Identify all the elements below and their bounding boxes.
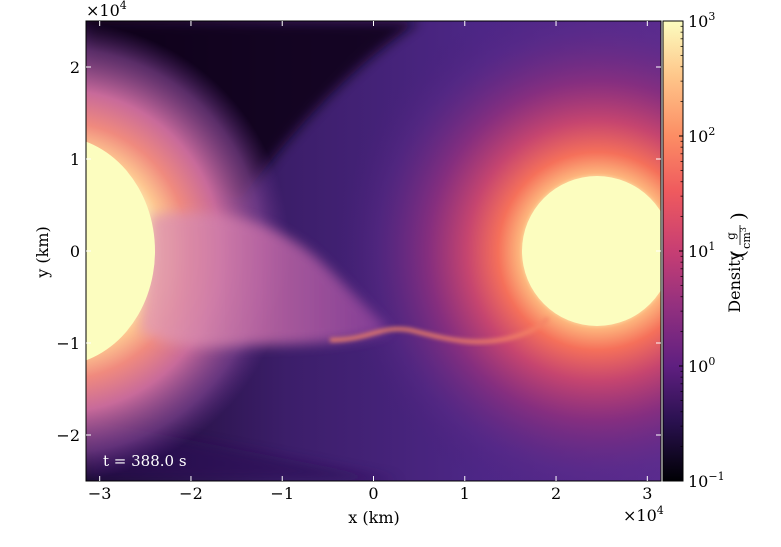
colorbar-unit-num: g xyxy=(724,232,738,240)
x-scale-text: ×104 xyxy=(623,504,664,525)
colorbar-ticks: 10−1 100 101 102 103 xyxy=(679,10,725,491)
right-star-glow xyxy=(337,21,661,481)
accretion-stream xyxy=(329,316,550,344)
right-star-core xyxy=(522,176,661,326)
y-tick-label: 1 xyxy=(70,150,80,169)
x-tick-label: 3 xyxy=(642,484,652,503)
accretion-plume xyxy=(140,212,390,347)
x-tick-label: −3 xyxy=(88,484,112,503)
colorbar-tick-label: 10−1 xyxy=(688,470,725,491)
colorbar-label-text: Density xyxy=(725,251,744,312)
colorbar-unit-rparen: ) xyxy=(726,212,750,220)
x-scale-multiplier: ×104 xyxy=(623,504,664,525)
x-tick-label: −1 xyxy=(270,484,294,503)
colorbar-tick-label: 103 xyxy=(688,10,715,31)
colorbar-tick-label: 100 xyxy=(688,355,715,376)
y-axis-label: y (km) xyxy=(33,226,52,278)
y-tick-label: −2 xyxy=(56,426,80,445)
colorbar-unit-lparen: ( xyxy=(726,250,750,258)
y-axis-ticks: −2 −1 0 1 2 xyxy=(56,58,661,445)
x-tick-label: −2 xyxy=(179,484,203,503)
colorbar-tick-label: 101 xyxy=(688,240,715,261)
left-star-core xyxy=(86,141,155,361)
time-annotation: t = 388.0 s xyxy=(103,452,187,470)
colorbar-unit-den: cm3 xyxy=(739,227,753,249)
x-axis-label: x (km) xyxy=(348,508,399,527)
x-tick-label: 0 xyxy=(368,484,378,503)
colorbar-label: Density g cm3 ( ) xyxy=(724,212,753,313)
colorbar-tick-label: 102 xyxy=(688,125,715,146)
density-heatmap xyxy=(86,21,661,481)
y-scale-text: ×104 xyxy=(86,0,127,20)
x-axis-ticks: −3 −2 −1 0 1 2 3 xyxy=(88,21,652,503)
x-tick-label: 2 xyxy=(551,484,561,503)
x-tick-label: 1 xyxy=(460,484,470,503)
y-tick-label: 0 xyxy=(70,242,80,261)
y-scale-multiplier: ×104 xyxy=(86,0,127,20)
y-tick-label: 2 xyxy=(70,58,80,77)
y-tick-label: −1 xyxy=(56,334,80,353)
